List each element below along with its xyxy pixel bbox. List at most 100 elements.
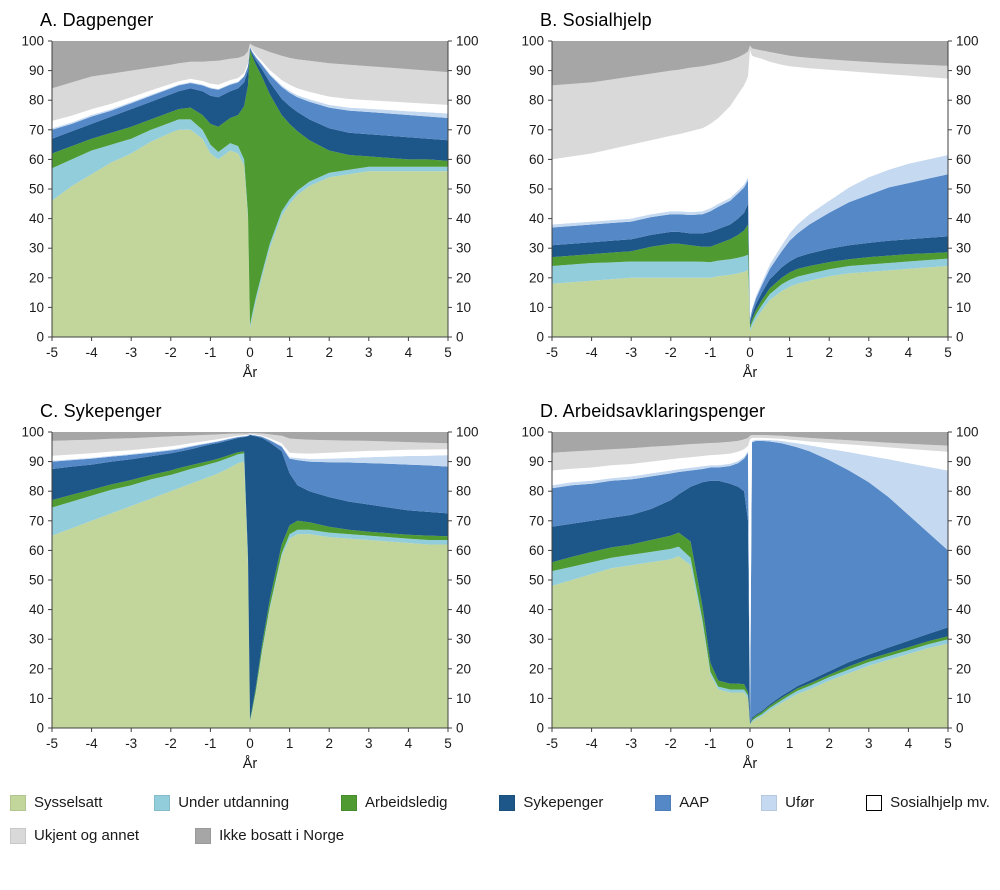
panel-d-title: D. Arbeidsavklaringspenger: [540, 401, 766, 421]
area-sosialhjelp-mv: [552, 437, 948, 719]
y-tick-label-right: 50: [456, 573, 471, 588]
legend-label-ufør: Ufør: [785, 794, 815, 811]
y-tick-label-right: 80: [456, 93, 471, 108]
y-tick-label-right: 0: [956, 330, 964, 345]
x-axis-title: År: [243, 364, 258, 381]
x-tick-label: 1: [786, 736, 794, 751]
x-tick-label: 3: [365, 345, 373, 360]
legend-row-2: Ukjent og annet Ikke bosatt i Norge: [10, 827, 990, 844]
legend-item-arbeidsledig: Arbeidsledig: [340, 794, 448, 811]
area-sysselsatt: [52, 461, 448, 728]
y-tick-label-right: 80: [456, 484, 471, 499]
area-ukjent-og-annet: [552, 435, 948, 471]
y-tick-label-left: 40: [529, 211, 544, 226]
panel-c: C. Sykepenger 0 0 10 10 20 20 30 30 40 40 50 50 60 60…: [4, 399, 496, 780]
x-tick-label: -2: [665, 736, 677, 751]
area-sykepenger: [552, 480, 948, 724]
panel-b-title: B. Sosialhjelp: [540, 10, 652, 30]
legend-swatch-under-utdanning: [154, 794, 171, 811]
area-sysselsatt: [552, 266, 948, 337]
legend-label-arbeidsledig: Arbeidsledig: [364, 794, 448, 811]
x-tick-label: -3: [125, 736, 137, 751]
area-ikke-bosatt-i-norge: [552, 41, 948, 86]
y-tick-label-right: 90: [456, 454, 471, 469]
y-tick-label-right: 60: [456, 543, 471, 558]
y-tick-label-left: 0: [536, 330, 544, 345]
area-ufør: [52, 46, 448, 130]
x-tick-label: 0: [746, 345, 754, 360]
x-tick-label: 1: [286, 736, 294, 751]
y-tick-label-left: 70: [29, 513, 44, 528]
y-tick-label-left: 90: [29, 454, 44, 469]
y-tick-label-right: 0: [456, 330, 464, 345]
y-tick-label-right: 60: [456, 152, 471, 167]
area-ikke-bosatt-i-norge: [52, 41, 448, 89]
area-under-utdanning: [552, 546, 948, 725]
y-tick-label-right: 70: [456, 513, 471, 528]
y-tick-label-right: 90: [956, 454, 971, 469]
x-tick-label: -1: [204, 345, 216, 360]
x-tick-label: 0: [246, 736, 254, 751]
x-tick-label: 1: [286, 345, 294, 360]
area-ufør: [552, 439, 948, 720]
area-aap: [52, 46, 448, 141]
y-tick-label-left: 40: [29, 602, 44, 617]
legend-swatch-ikke-bosatt-i-norge: [195, 827, 212, 844]
y-tick-label-left: 60: [529, 543, 544, 558]
legend-label-ukjent-og-annet: Ukjent og annet: [34, 827, 140, 844]
x-tick-label: -4: [86, 345, 98, 360]
y-tick-label-right: 70: [956, 122, 971, 137]
x-tick-label: -4: [586, 345, 598, 360]
y-tick-label-left: 90: [529, 454, 544, 469]
y-tick-label-left: 70: [529, 122, 544, 137]
legend-swatch-sosialhjelp-mv: [866, 794, 883, 811]
y-tick-label-left: 70: [29, 122, 44, 137]
y-tick-label-left: 40: [29, 211, 44, 226]
area-sysselsatt: [52, 129, 448, 337]
y-tick-label-right: 60: [956, 543, 971, 558]
y-tick-label-left: 60: [29, 543, 44, 558]
legend-row-1: Sysselsatt Under utdanning Arbeidsledig Syk…: [10, 794, 990, 811]
legend-label-ikke-bosatt-i-norge: Ikke bosatt i Norge: [219, 827, 345, 844]
legend-swatch-sysselsatt: [10, 794, 26, 811]
panel-c-title: C. Sykepenger: [40, 401, 162, 421]
y-tick-label-left: 80: [529, 93, 544, 108]
x-tick-label: 4: [405, 345, 413, 360]
y-tick-label-right: 90: [456, 63, 471, 78]
area-ukjent-og-annet: [52, 43, 448, 121]
y-tick-label-left: 50: [529, 182, 544, 197]
x-tick-label: 2: [825, 736, 833, 751]
area-ikke-bosatt-i-norge: [52, 432, 448, 444]
y-tick-label-right: 10: [956, 300, 971, 315]
x-tick-label: 5: [444, 736, 452, 751]
x-tick-label: 2: [825, 345, 833, 360]
legend-label-aap: AAP: [679, 794, 710, 811]
x-tick-label: -5: [46, 345, 58, 360]
y-tick-label-right: 10: [956, 691, 971, 706]
y-tick-label-right: 30: [456, 241, 471, 256]
y-tick-label-right: 40: [956, 602, 971, 617]
legend-label-under-utdanning: Under utdanning: [178, 794, 290, 811]
area-aap: [552, 174, 948, 323]
y-tick-label-right: 10: [456, 300, 471, 315]
y-tick-label-right: 20: [456, 270, 471, 285]
y-tick-label-right: 10: [456, 691, 471, 706]
y-tick-label-left: 100: [521, 34, 544, 49]
x-axis-title: År: [243, 755, 258, 772]
x-tick-label: -4: [86, 736, 98, 751]
panel-grid: A. Dagpenger 0 0 10 10 20 20 30 30 40 40 50 50 60 60 7…: [4, 8, 996, 780]
y-tick-label-left: 70: [529, 513, 544, 528]
legend-label-sykepenger: Sykepenger: [523, 794, 604, 811]
x-tick-label: 3: [365, 736, 373, 751]
y-tick-label-right: 20: [956, 270, 971, 285]
y-tick-label-left: 20: [29, 270, 44, 285]
y-tick-label-right: 90: [956, 63, 971, 78]
area-sykepenger: [52, 435, 448, 720]
y-tick-label-left: 80: [29, 93, 44, 108]
x-tick-label: 3: [865, 345, 873, 360]
y-tick-label-left: 60: [29, 152, 44, 167]
legend-item-ikke-bosatt-i-norge: Ikke bosatt i Norge: [195, 827, 344, 844]
panel-b: B. Sosialhjelp 0 0 10 10 20 20 30 30 40 40 50 50 60 6…: [504, 8, 996, 389]
y-tick-label-left: 80: [529, 484, 544, 499]
y-tick-label-right: 40: [456, 602, 471, 617]
